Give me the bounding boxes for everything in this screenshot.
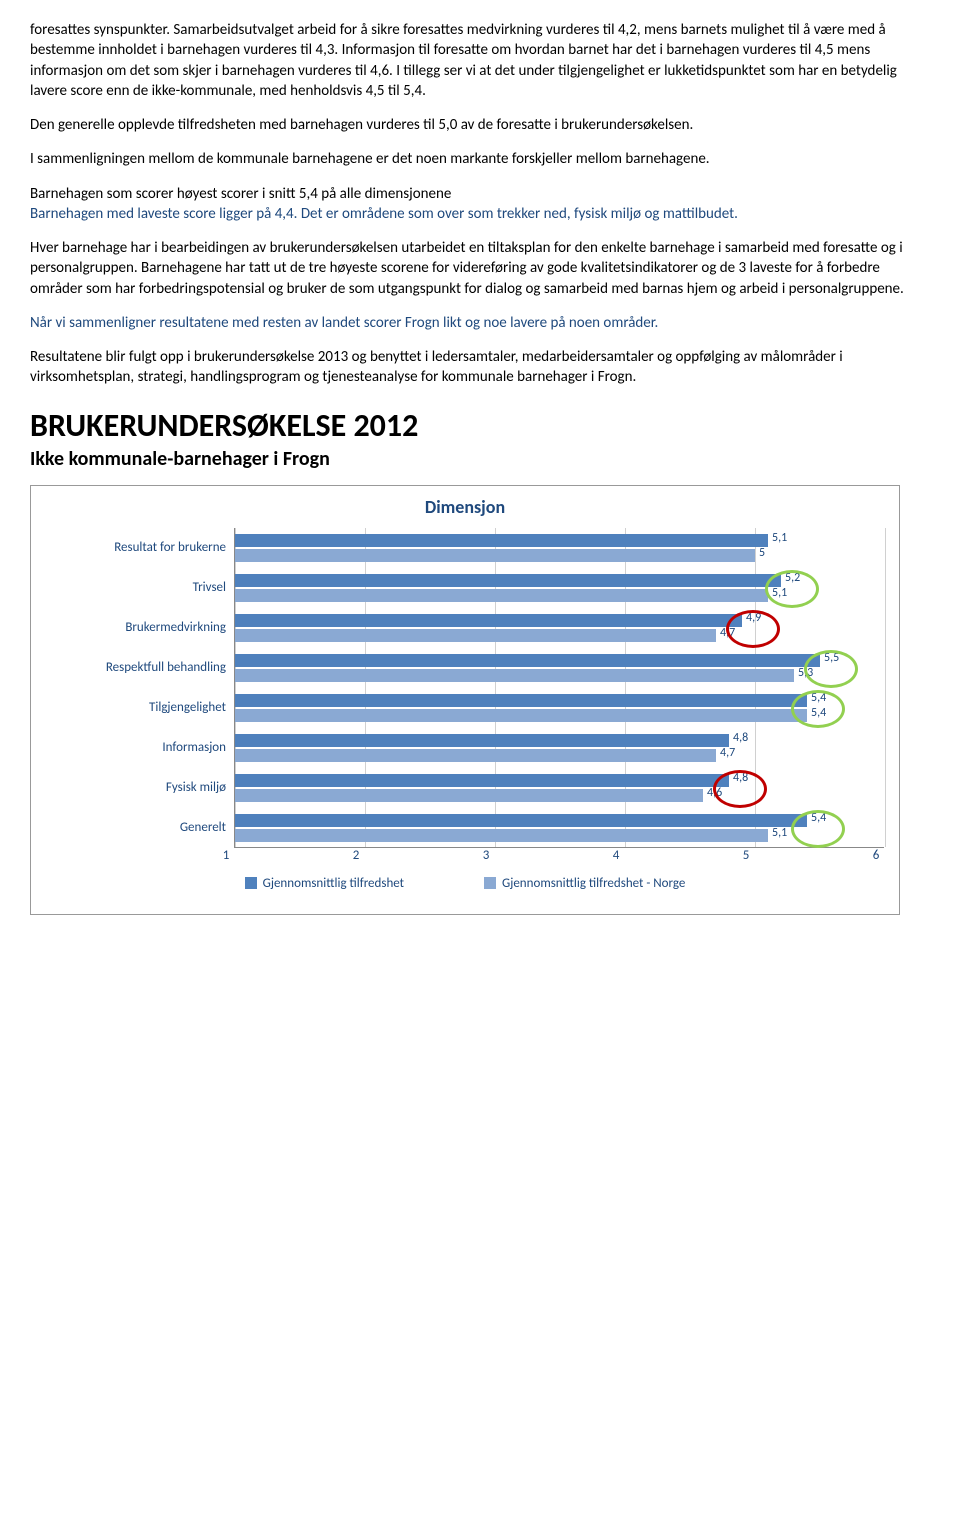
bar-series2 bbox=[235, 549, 755, 562]
chart-title: Dimensjon bbox=[46, 496, 884, 518]
bar-label: 4,6 bbox=[707, 786, 722, 800]
sub-heading: Ikke kommunale-barnehager i Frogn bbox=[30, 447, 930, 471]
paragraph-5-text: Barnehagen med laveste score ligger på 4… bbox=[30, 205, 738, 223]
x-tick: 2 bbox=[353, 848, 360, 863]
legend-swatch-2 bbox=[484, 877, 496, 889]
paragraph-7: Når vi sammenligner resultatene med rest… bbox=[30, 313, 930, 333]
bar-series2 bbox=[235, 669, 794, 682]
x-tick: 6 bbox=[873, 848, 880, 863]
x-tick: 1 bbox=[223, 848, 230, 863]
bar-series1 bbox=[235, 694, 807, 707]
bar-series1 bbox=[235, 614, 742, 627]
bar-label: 5 bbox=[759, 546, 765, 560]
chart-x-axis: 1 2 3 4 5 6 bbox=[226, 848, 884, 868]
bar-label: 5,1 bbox=[772, 531, 787, 545]
x-tick: 5 bbox=[743, 848, 750, 863]
bar-series1 bbox=[235, 814, 807, 827]
bar-label: 5,4 bbox=[811, 691, 826, 705]
y-label: Trivsel bbox=[46, 568, 226, 608]
bar-series1 bbox=[235, 574, 781, 587]
y-label: Resultat for brukerne bbox=[46, 528, 226, 568]
chart-y-labels: Resultat for brukerneTrivselBrukermedvir… bbox=[46, 528, 234, 848]
bar-series1 bbox=[235, 734, 729, 747]
bar-label: 5,1 bbox=[772, 826, 787, 840]
paragraph-4-5: Barnehagen som scorer høyest scorer i sn… bbox=[30, 184, 930, 225]
paragraph-4-text: Barnehagen som scorer høyest scorer i sn… bbox=[30, 185, 451, 203]
bar-series1 bbox=[235, 654, 820, 667]
bar-label: 4,8 bbox=[733, 731, 748, 745]
legend-item-1: Gjennomsnittlig tilfredshet bbox=[245, 876, 404, 891]
bar-series2 bbox=[235, 789, 703, 802]
x-tick: 3 bbox=[483, 848, 490, 863]
chart-plot-area: 5,155,25,14,94,75,55,35,45,44,84,74,84,6… bbox=[234, 528, 884, 848]
bar-series1 bbox=[235, 774, 729, 787]
paragraph-1: foresattes synspunkter. Samarbeidsutvalg… bbox=[30, 20, 930, 101]
legend-label-2: Gjennomsnittlig tilfredshet - Norge bbox=[502, 876, 685, 891]
paragraph-2: Den generelle opplevde tilfredsheten med… bbox=[30, 115, 930, 135]
main-heading: BRUKERUNDERSØKELSE 2012 bbox=[30, 406, 930, 445]
bar-label: 4,7 bbox=[720, 626, 735, 640]
y-label: Tilgjengelighet bbox=[46, 688, 226, 728]
bar-series1 bbox=[235, 534, 768, 547]
legend-label-1: Gjennomsnittlig tilfredshet bbox=[263, 876, 404, 891]
bar-label: 5,4 bbox=[811, 811, 826, 825]
bar-label: 5,4 bbox=[811, 706, 826, 720]
paragraph-8: Resultatene blir fulgt opp i brukerunder… bbox=[30, 347, 930, 388]
bar-label: 5,5 bbox=[824, 651, 839, 665]
y-label: Respektfull behandling bbox=[46, 648, 226, 688]
bar-series2 bbox=[235, 749, 716, 762]
bar-series2 bbox=[235, 629, 716, 642]
bar-label: 5,3 bbox=[798, 666, 813, 680]
paragraph-3: I sammenligningen mellom de kommunale ba… bbox=[30, 149, 930, 169]
y-label: Generelt bbox=[46, 808, 226, 848]
legend-item-2: Gjennomsnittlig tilfredshet - Norge bbox=[484, 876, 685, 891]
bar-label: 5,2 bbox=[785, 571, 800, 585]
y-label: Fysisk miljø bbox=[46, 768, 226, 808]
x-tick: 4 bbox=[613, 848, 620, 863]
bar-series2 bbox=[235, 829, 768, 842]
bar-label: 4,9 bbox=[746, 611, 761, 625]
paragraph-6: Hver barnehage har i bearbeidingen av br… bbox=[30, 238, 930, 299]
legend-swatch-1 bbox=[245, 877, 257, 889]
bar-series2 bbox=[235, 589, 768, 602]
y-label: Brukermedvirkning bbox=[46, 608, 226, 648]
bar-series2 bbox=[235, 709, 807, 722]
y-label: Informasjon bbox=[46, 728, 226, 768]
chart-legend: Gjennomsnittlig tilfredshet Gjennomsnitt… bbox=[46, 876, 884, 891]
bar-label: 4,8 bbox=[733, 771, 748, 785]
bar-label: 4,7 bbox=[720, 746, 735, 760]
bar-label: 5,1 bbox=[772, 586, 787, 600]
dimension-chart: Dimensjon Resultat for brukerneTrivselBr… bbox=[30, 485, 900, 915]
